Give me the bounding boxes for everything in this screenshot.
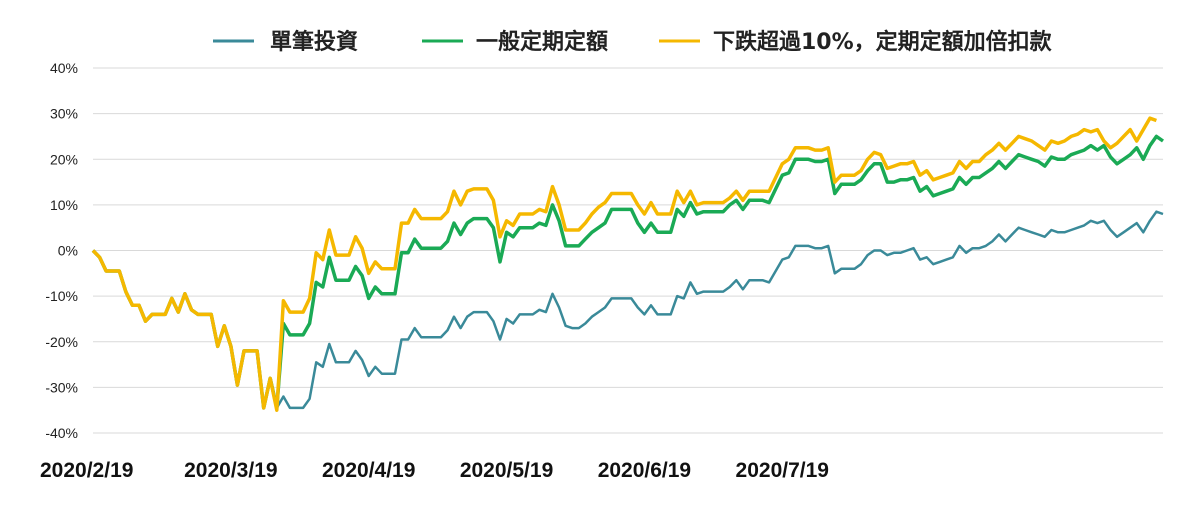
x-tick-label: 2020/5/19 [460,459,553,482]
x-tick-label: 2020/6/19 [598,459,691,482]
series-line-lump [92,210,1164,410]
x-tick-label: 2020/4/19 [322,459,415,482]
gridlines [93,67,1163,434]
series-lines [91,116,1165,412]
series-line-regular [91,134,1165,410]
legend: 單筆投資 一般定期定額 下跌超過10%，定期定額加倍扣款 [213,29,1053,55]
y-tick-label: -10% [45,288,78,304]
y-tick-label: 0% [58,243,78,259]
y-axis-ticks: 40% 30% 20% 10% 0% -10% -20% -30% -40% [45,60,78,441]
x-tick-label: 2020/7/19 [736,459,829,482]
y-tick-label: 10% [50,197,78,213]
y-tick-label: -20% [45,334,78,350]
x-tick-label: 2020/3/19 [184,459,277,482]
legend-label-regular: 一般定期定額 [476,29,608,55]
legend-label-double: 下跌超過10%，定期定額加倍扣款 [713,29,1053,55]
x-axis-ticks: 2020/2/19 2020/3/19 2020/4/19 2020/5/19 2020… [40,459,829,482]
y-tick-label: 30% [50,106,78,122]
y-tick-label: -40% [45,425,78,441]
y-tick-label: -30% [45,379,78,395]
legend-label-lump: 單筆投資 [270,29,358,55]
y-tick-label: 40% [50,60,78,76]
y-tick-label: 20% [50,151,78,167]
x-tick-label: 2020/2/19 [40,459,133,482]
series-line-double [91,116,1157,412]
